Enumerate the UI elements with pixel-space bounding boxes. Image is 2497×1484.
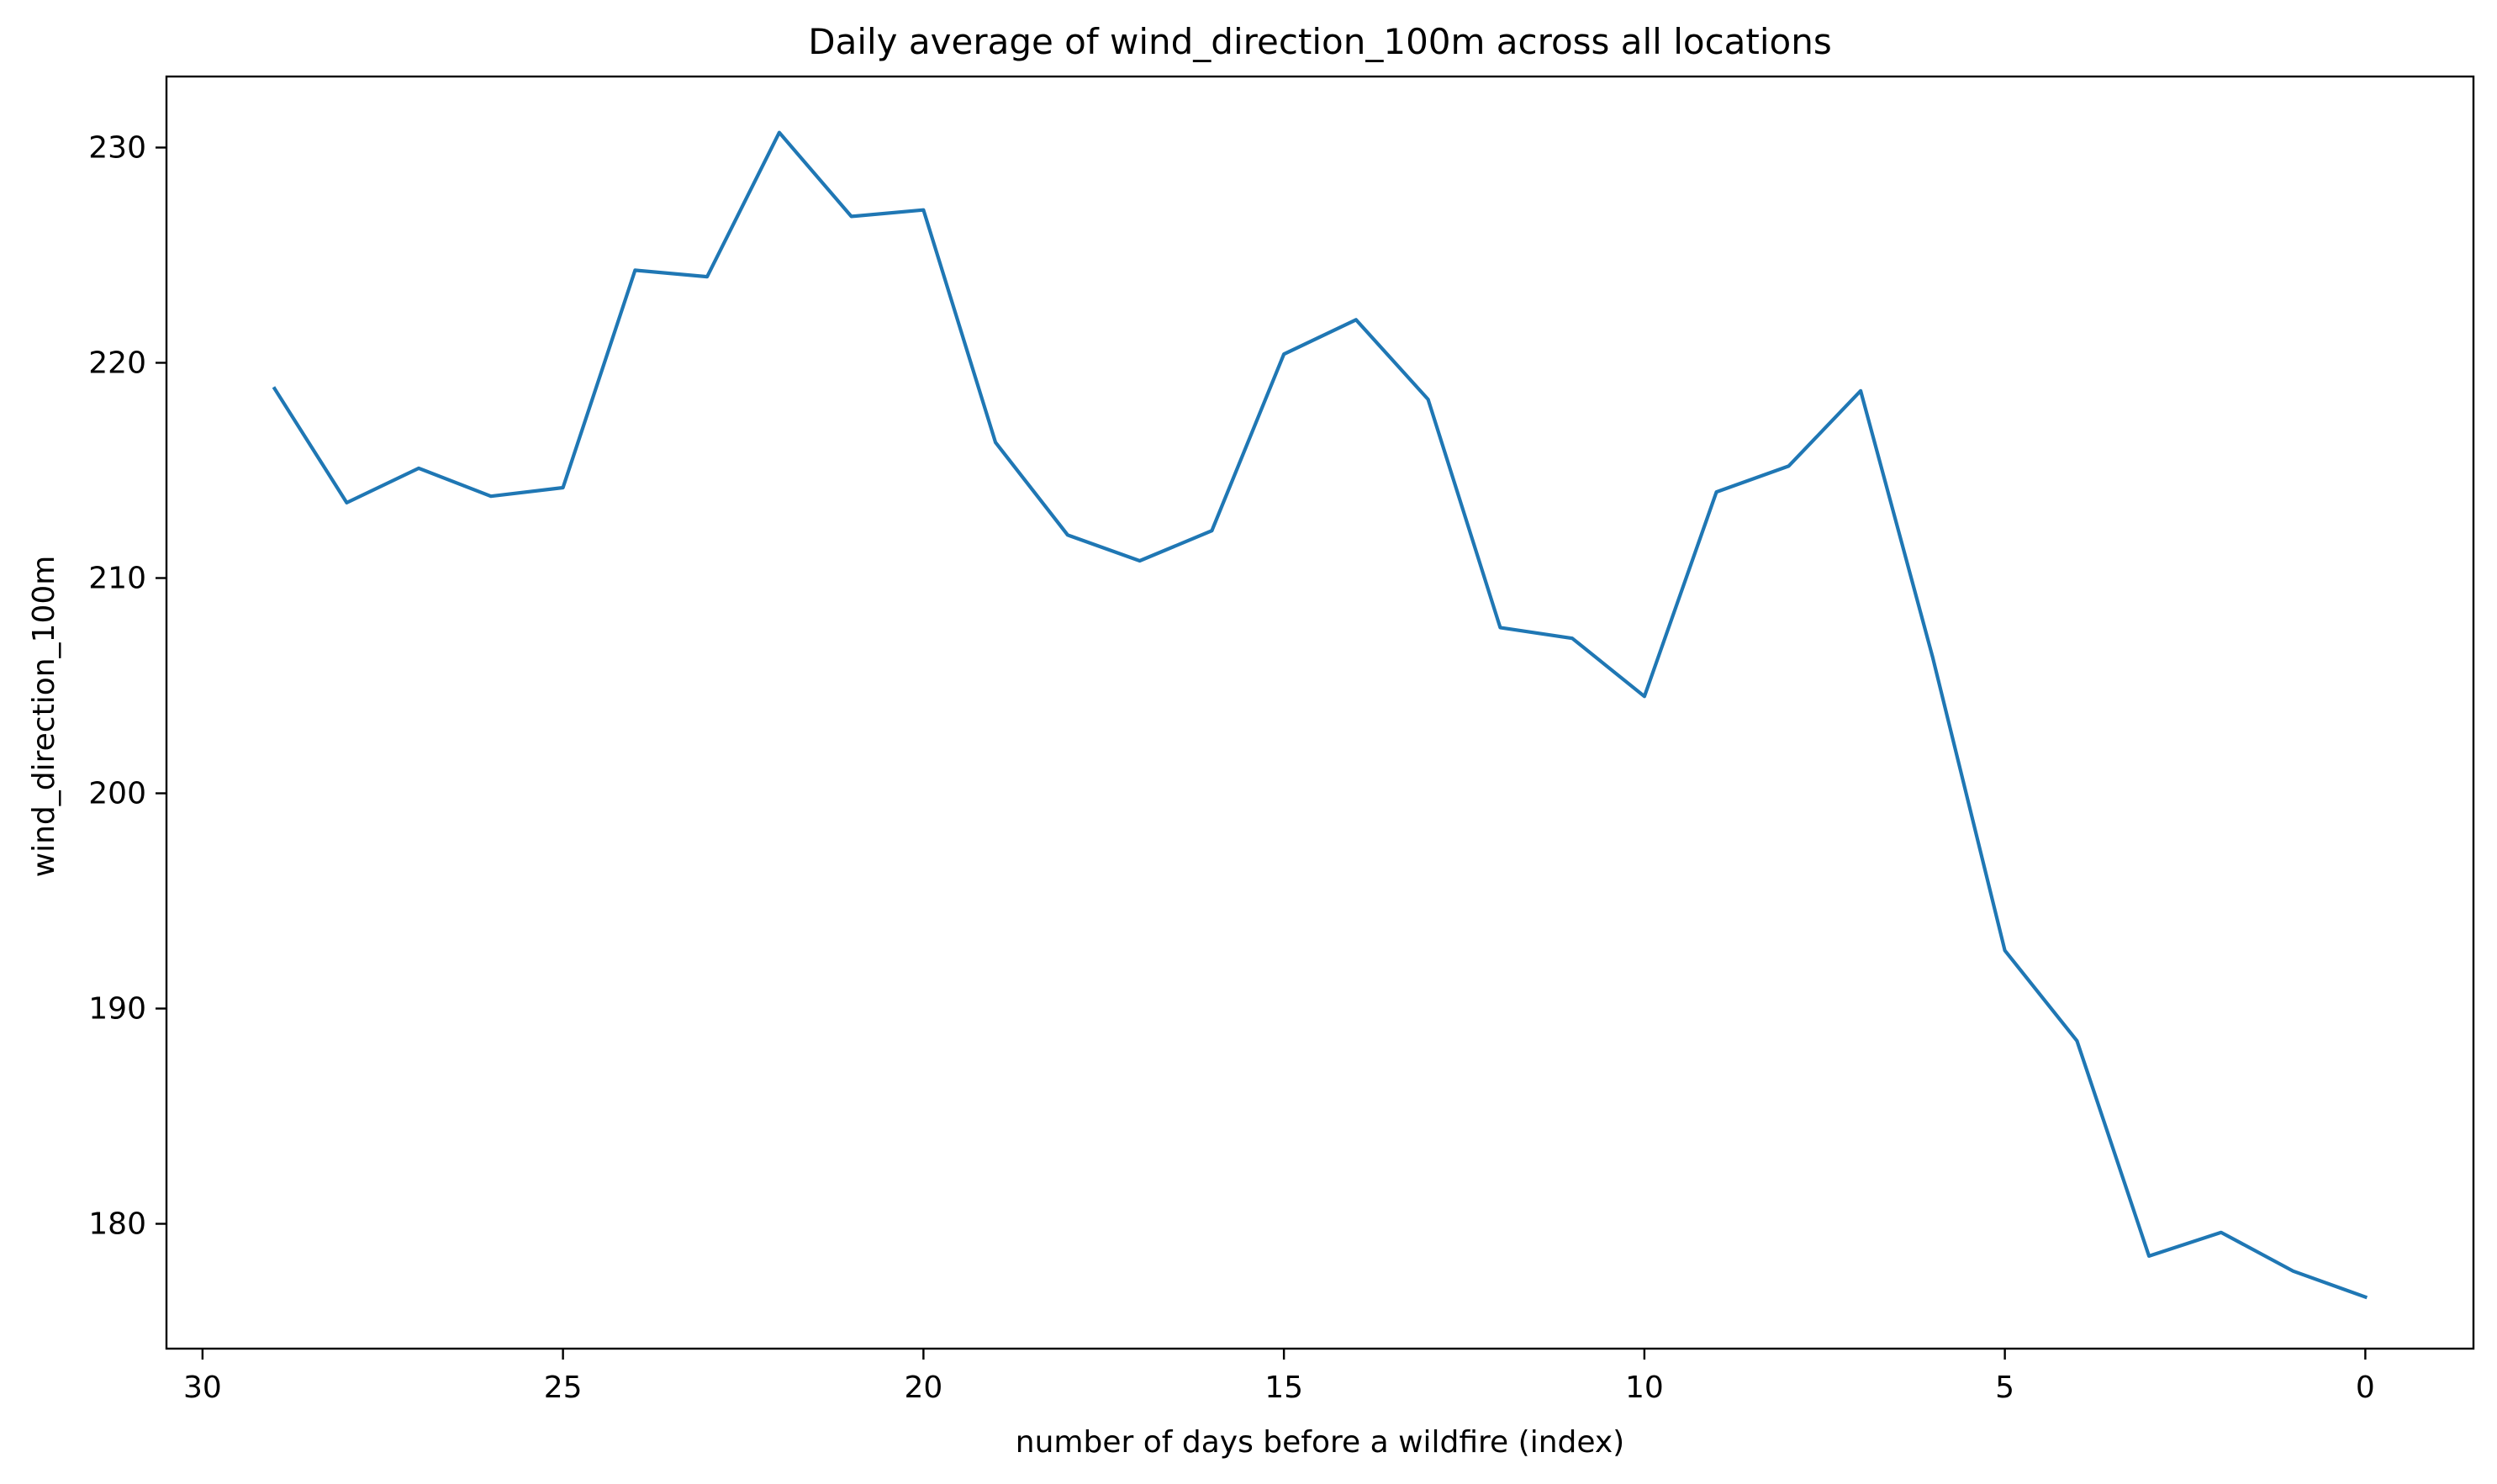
y-tick-label: 200 xyxy=(88,777,146,811)
chart-title: Daily average of wind_direction_100m acr… xyxy=(808,21,1831,62)
x-tick-label: 25 xyxy=(544,1370,583,1405)
y-tick-label: 230 xyxy=(88,130,146,165)
y-tick-label: 180 xyxy=(88,1207,146,1242)
series-layer xyxy=(272,130,2368,1300)
x-tick-label: 0 xyxy=(2356,1370,2375,1405)
x-tick-label: 5 xyxy=(1995,1370,2014,1405)
x-tick-label: 30 xyxy=(183,1370,222,1405)
y-tick-label: 190 xyxy=(88,992,146,1027)
y-tick-label: 210 xyxy=(88,561,146,595)
x-axis-label: number of days before a wildfire (index) xyxy=(1016,1425,1624,1460)
ticks-layer: 30 25 20 15 10 5 0 180 190 200 210 220 230 xyxy=(88,130,2375,1405)
x-tick-label: 10 xyxy=(1625,1370,1664,1405)
x-tick-label: 15 xyxy=(1264,1370,1303,1405)
plot-frame xyxy=(165,75,2475,1350)
series-line xyxy=(272,130,2368,1300)
x-tick-label: 20 xyxy=(904,1370,942,1405)
y-axis-label: wind_direction_100m xyxy=(27,556,61,878)
y-tick-label: 220 xyxy=(88,346,146,380)
